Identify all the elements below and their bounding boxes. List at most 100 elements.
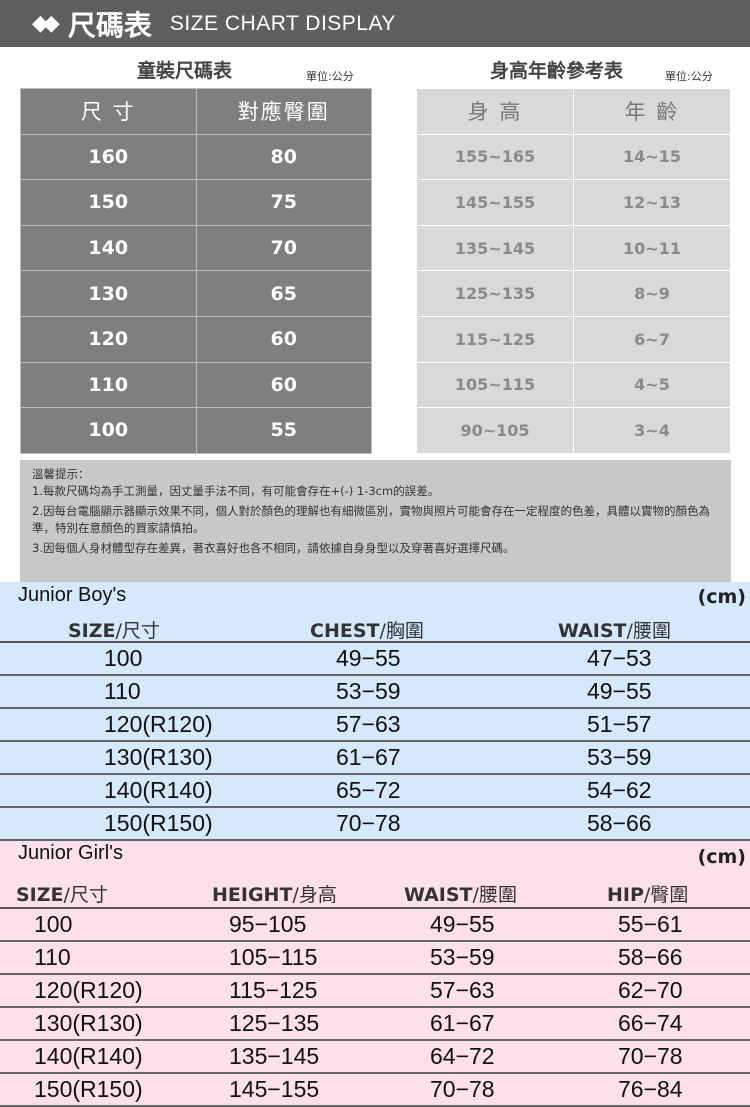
table-cell: 58−66 [587,810,652,836]
page-header: ◆◆ 尺碼表 SIZE CHART DISPLAY [0,0,750,47]
header-en: WAIST [558,620,627,642]
column-header: SIZE/尺寸 [68,620,160,642]
table-cell: 105~115 [416,361,574,409]
boys-unit: (cm) [697,586,746,608]
header-zh: 身高 [298,884,337,906]
table-cell: 140 [20,224,197,272]
table-cell: 80 [195,133,372,181]
header-en: SIZE [68,620,116,642]
table-cell: 110 [34,944,71,970]
girls-title: Junior Girl's [18,842,123,864]
header-subtitle: SIZE CHART DISPLAY [169,11,396,35]
table-cell: 49−55 [430,911,495,937]
column-header: 身 高 [416,88,574,135]
table-cell: 14~15 [573,133,731,181]
table-cell: 145~155 [416,179,574,226]
age-table-unit: 單位:公分 [665,70,713,83]
table-cell: 58−66 [618,944,683,970]
table-cell: 70−78 [336,810,401,836]
header-en: SIZE [16,884,64,906]
header-title: 尺碼表 [67,8,152,42]
table-row: 120(R120) 115−125 57−63 62−70 [0,975,750,1008]
header-zh: 尺寸 [69,884,108,906]
divider [0,641,750,643]
table-cell: 57−63 [430,977,495,1003]
table-cell: 120 [20,315,197,363]
table-cell: 61−67 [336,744,401,770]
table-cell: 100 [104,645,143,671]
table-cell: 53−59 [430,944,495,970]
table-row: 150(R150) 145−155 70−78 76−84 [0,1074,750,1107]
table-row: 160 80 [20,133,372,181]
header-zh: 尺寸 [121,620,160,642]
table-cell: 140(R140) [104,777,213,803]
table-cell: 10~11 [573,224,731,272]
table-cell: 100 [20,407,197,454]
table-cell: 49−55 [336,645,401,671]
table-cell: 105−115 [229,944,318,970]
table-cell: 155~165 [416,133,574,181]
table-cell: 51−57 [587,711,652,737]
table-cell: 130 [20,270,197,317]
kids-size-table: 尺 寸對應臀圍 160 80 150 75 140 70 130 65 120 60 110 60 100… [20,88,372,454]
table-cell: 110 [20,361,197,409]
column-header: HIP/臀圍 [607,884,689,906]
note-item: 1.每款尺碼均為手工測量，因丈量手法不同，有可能會存在+(-) 1-3cm的誤差… [32,484,440,498]
table-cell: 120(R120) [104,711,213,737]
header-en: CHEST [310,620,380,642]
table-cell: 135−145 [229,1043,320,1069]
column-header: SIZE/尺寸 [16,884,108,906]
table-row: 140(R140) 135−145 64−72 70−78 [0,1041,750,1074]
table-cell: 135~145 [416,224,574,272]
column-header: WAIST/腰圍 [404,884,517,906]
table-row: 145~155 12~13 [416,179,731,226]
header-en: HIP [607,884,644,906]
column-header: WAIST/腰圍 [558,620,671,642]
table-cell: 47−53 [587,645,652,671]
table-cell: 49−55 [587,678,652,704]
table-cell: 60 [195,315,372,363]
table-row: 150 75 [20,179,372,226]
table-cell: 115−125 [229,977,318,1003]
table-row: 100 55 [20,407,372,454]
diamond-logo-icon: ◆◆ [32,11,60,36]
table-header-row: 尺 寸對應臀圍 [20,88,372,135]
table-row: 135~145 10~11 [416,224,731,272]
table-row: 155~165 14~15 [416,133,731,181]
boys-title: Junior Boy's [18,584,127,606]
table-cell: 60 [195,361,372,409]
table-cell: 150(R150) [104,810,213,836]
table-header-row: 身 高年 齡 [416,88,731,135]
table-cell: 70 [195,224,372,272]
table-cell: 54−62 [587,777,652,803]
table-row: 150(R150) 70−78 58−66 [0,808,750,841]
age-table-title: 身高年齡參考表 [490,60,624,82]
table-cell: 145−155 [229,1076,320,1102]
table-cell: 62−70 [618,977,683,1003]
table-cell: 150(R150) [34,1076,143,1102]
table-cell: 100 [34,911,73,937]
table-row: 100 95−105 49−55 55−61 [0,909,750,942]
header-en: HEIGHT [212,884,293,906]
table-row: 140 70 [20,224,372,272]
table-cell: 120(R120) [34,977,143,1003]
table-cell: 55 [195,407,372,454]
column-header: 對應臀圍 [195,88,372,135]
table-cell: 8~9 [573,270,731,317]
table-row: 120(R120) 57−63 51−57 [0,709,750,742]
table-cell: 61−67 [430,1010,495,1036]
table-cell: 6~7 [573,315,731,363]
table-row: 140(R140) 65−72 54−62 [0,775,750,808]
table-row: 130(R130) 125−135 61−67 66−74 [0,1008,750,1041]
table-row: 130 65 [20,270,372,317]
table-row: 100 49−55 47−53 [0,643,750,676]
table-cell: 75 [195,179,372,226]
column-header: 年 齡 [573,88,731,135]
table-cell: 55−61 [618,911,683,937]
divider [0,907,750,909]
column-header: HEIGHT/身高 [212,884,337,906]
column-header: CHEST/胸圍 [310,620,424,642]
table-cell: 3~4 [573,407,731,454]
table-cell: 150 [20,179,197,226]
table-row: 125~135 8~9 [416,270,731,317]
